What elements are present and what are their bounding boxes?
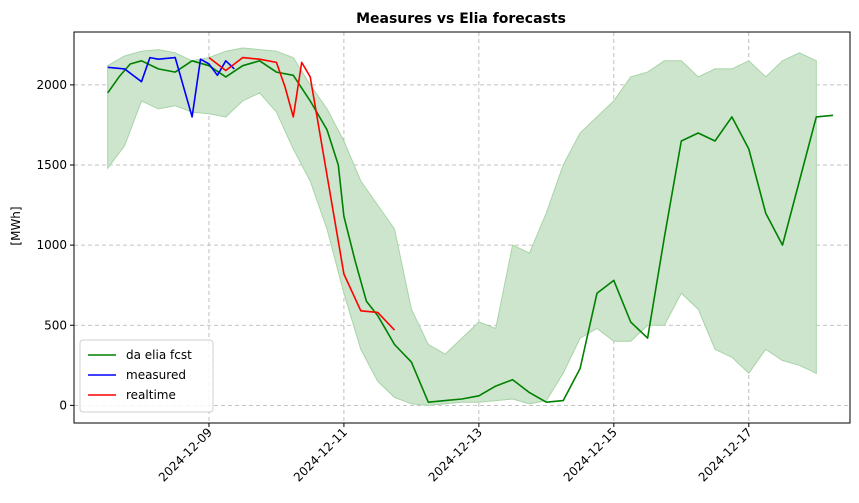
series-line-realtime [208,56,396,331]
legend: da elia fcst measured realtime [79,339,214,413]
y-tick-label: 1500 [36,158,67,172]
legend-label: da elia fcst [126,348,192,362]
y-tick-label: 1000 [36,238,67,252]
legend-label: realtime [126,388,176,402]
series-line-measured [107,56,235,118]
y-tick-label: 0 [59,398,67,412]
forecast-band-layer [107,47,817,406]
legend-label: measured [126,368,186,382]
chart-title: Measures vs Elia forecasts [356,11,566,27]
y-tick-label: 500 [44,318,67,332]
series-line-da-elia-fcst [107,59,834,404]
plot-frame [73,31,851,424]
y-tick-label: 2000 [36,78,67,92]
series-layer [107,56,834,404]
forecast-band [107,47,817,406]
y-axis-label: [MWh] [9,206,23,245]
legend-box [79,339,214,413]
y-axis: 0 500 1000 1500 2000 [36,78,74,412]
